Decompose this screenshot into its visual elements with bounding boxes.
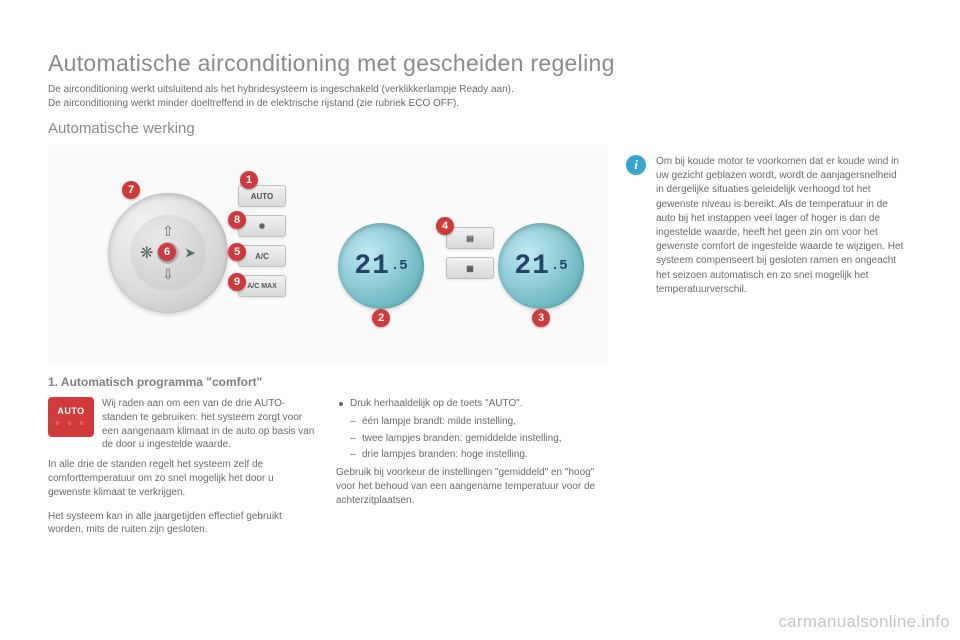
watermark: carmanualsonline.info — [778, 612, 950, 632]
callout-6: 6 — [158, 243, 176, 261]
para-a3: Het systeem kan in alle jaargetijden eff… — [48, 510, 318, 538]
person-airflow-icon: ➤ — [184, 245, 196, 262]
lead-line-2: De airconditioning werkt minder doeltref… — [48, 97, 912, 111]
key-defrost-front: ▤ — [446, 227, 494, 249]
callout-1: 1 — [240, 171, 258, 189]
fan-icon: ❋ — [140, 243, 153, 263]
bullet-lead: Druk herhaaldelijk op de toets "AUTO". é… — [336, 397, 606, 462]
temp-small: .5 — [391, 258, 408, 274]
info-text: Om bij koude motor te voorkomen dat er k… — [656, 155, 906, 297]
para-a1: Wij raden aan om een van de drie AUTO-st… — [102, 397, 318, 452]
callout-3: 3 — [532, 309, 550, 327]
page-title: Automatische airconditioning met geschei… — [48, 50, 912, 77]
para-b-tail: Gebruik bij voorkeur de instellingen "ge… — [336, 466, 606, 507]
callout-9: 9 — [228, 273, 246, 291]
temp-big: 21 — [514, 251, 550, 282]
auto-icon-dots: ○ ○ ○ — [55, 419, 87, 429]
key-defrost-rear: ▦ — [446, 257, 494, 279]
content-row: ⇧ ⇩ ❋ ➤ AUTO ❋ A/C A/C MAX ▤ ▦ 21.5 — [48, 145, 912, 543]
section-heading: Automatische werking — [48, 120, 912, 137]
bullet-lead-text: Druk herhaaldelijk op de toets "AUTO". — [350, 398, 523, 409]
para-a2: In alle drie de standen regelt het syste… — [48, 458, 318, 499]
callout-4: 4 — [436, 217, 454, 235]
temp-big: 21 — [354, 251, 390, 282]
arrow-up-icon: ⇧ — [162, 223, 174, 240]
temp-display-right: 21.5 — [498, 223, 584, 309]
info-icon: i — [626, 155, 646, 175]
callout-5: 5 — [228, 243, 246, 261]
subheading-1: 1. Automatisch programma "comfort" — [48, 375, 608, 389]
auto-mode-icon: AUTO ○ ○ ○ — [48, 397, 94, 437]
auto-icon-label: AUTO — [57, 405, 84, 417]
callout-2: 2 — [372, 309, 390, 327]
temp-small: .5 — [551, 258, 568, 274]
callout-7: 7 — [122, 181, 140, 199]
dash-item-3: drie lampjes branden: hoge instelling. — [350, 448, 606, 462]
lead-line-1: De airconditioning werkt uitsluitend als… — [48, 83, 912, 97]
info-box: i Om bij koude motor te voorkomen dat er… — [626, 155, 906, 297]
callout-8: 8 — [228, 211, 246, 229]
ac-control-diagram: ⇧ ⇩ ❋ ➤ AUTO ❋ A/C A/C MAX ▤ ▦ 21.5 — [48, 145, 608, 365]
arrow-down-icon: ⇩ — [162, 266, 174, 283]
dash-item-1: één lampje brandt: milde instelling, — [350, 415, 606, 429]
dash-item-2: twee lampjes branden: gemiddelde instell… — [350, 432, 606, 446]
temp-display-left: 21.5 — [338, 223, 424, 309]
